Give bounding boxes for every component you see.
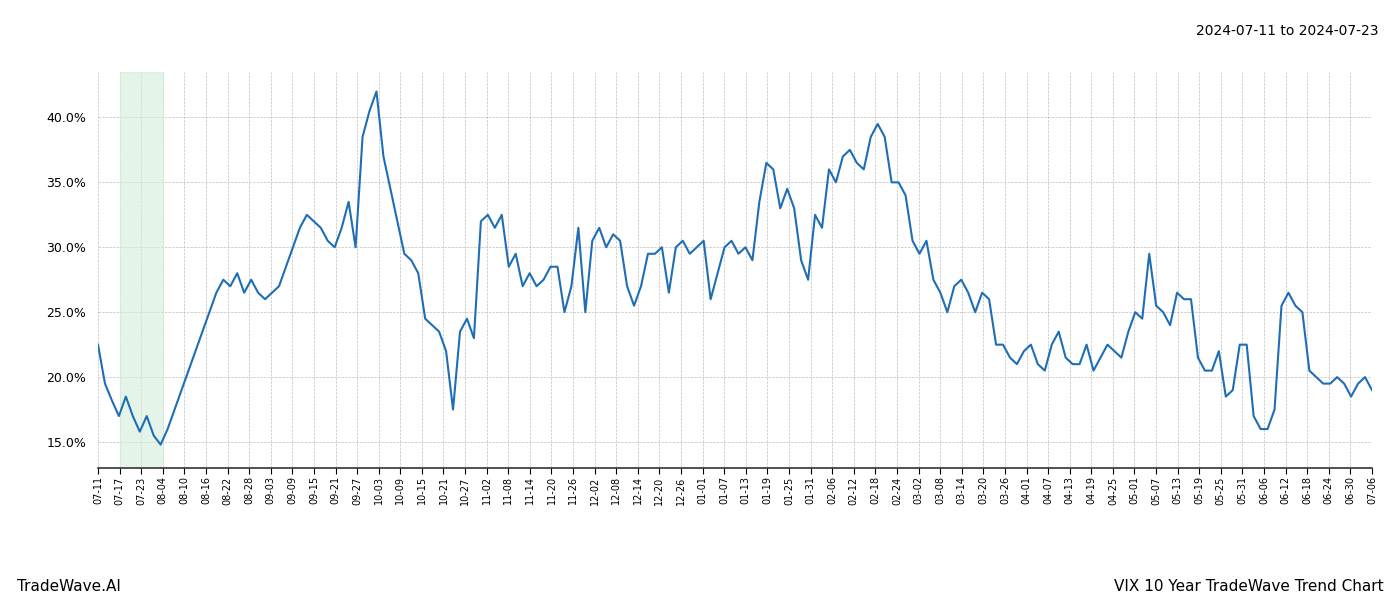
Bar: [119, 72, 162, 468]
Text: TradeWave.AI: TradeWave.AI: [17, 579, 120, 594]
Text: 2024-07-11 to 2024-07-23: 2024-07-11 to 2024-07-23: [1197, 24, 1379, 38]
Text: VIX 10 Year TradeWave Trend Chart: VIX 10 Year TradeWave Trend Chart: [1113, 579, 1383, 594]
